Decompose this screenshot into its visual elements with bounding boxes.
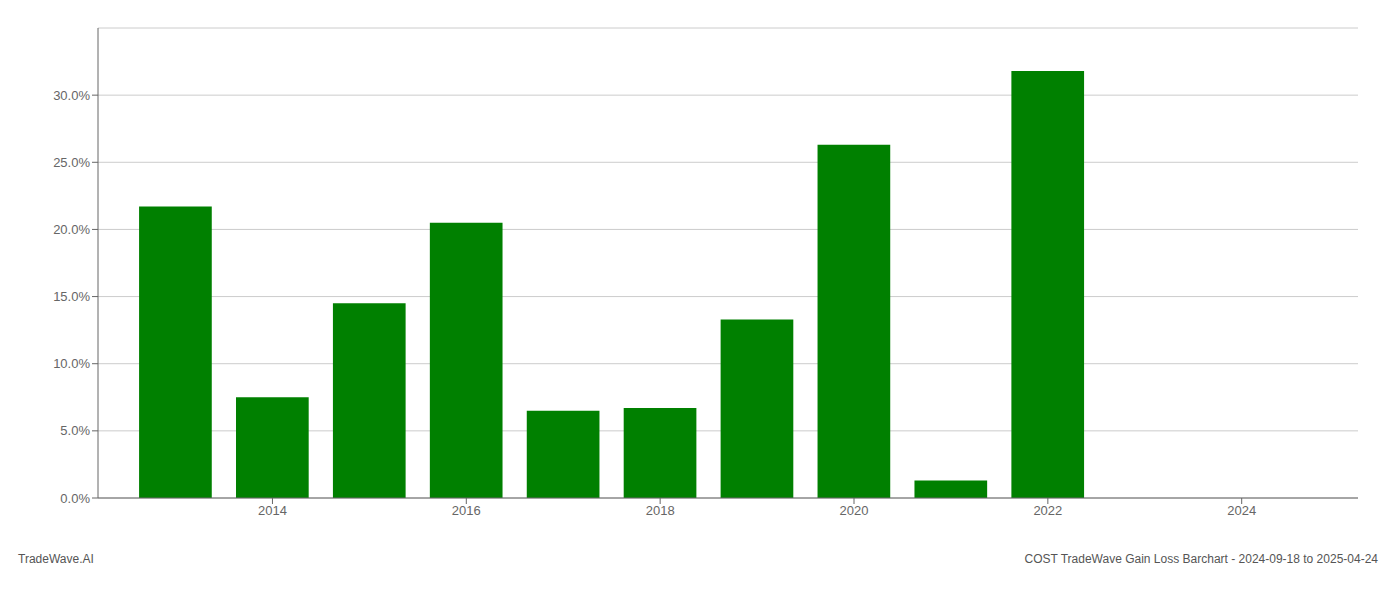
svg-text:15.0%: 15.0% [53, 289, 90, 304]
svg-text:2016: 2016 [452, 503, 481, 518]
svg-text:5.0%: 5.0% [60, 423, 90, 438]
svg-text:10.0%: 10.0% [53, 356, 90, 371]
svg-text:2022: 2022 [1033, 503, 1062, 518]
html-text:COST TradeWave Gain Loss Barch: COST TradeWave Gain Loss Barchart - 2024… [1024, 552, 1378, 566]
svg-text:20.0%: 20.0% [53, 222, 90, 237]
svg-text:2014: 2014 [258, 503, 287, 518]
svg-text:2024: 2024 [1227, 503, 1256, 518]
svg-text:0.0%: 0.0% [60, 491, 90, 506]
svg-text:30.0%: 30.0% [53, 88, 90, 103]
svg-text:2020: 2020 [840, 503, 869, 518]
svg-text:25.0%: 25.0% [53, 155, 90, 170]
html-text:TradeWave.AI: TradeWave.AI [18, 552, 94, 566]
svg-text:2018: 2018 [646, 503, 675, 518]
